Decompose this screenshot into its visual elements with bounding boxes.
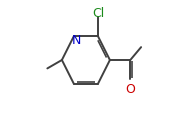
Text: O: O	[125, 83, 135, 96]
Text: Cl: Cl	[92, 7, 104, 20]
Text: N: N	[71, 34, 81, 47]
